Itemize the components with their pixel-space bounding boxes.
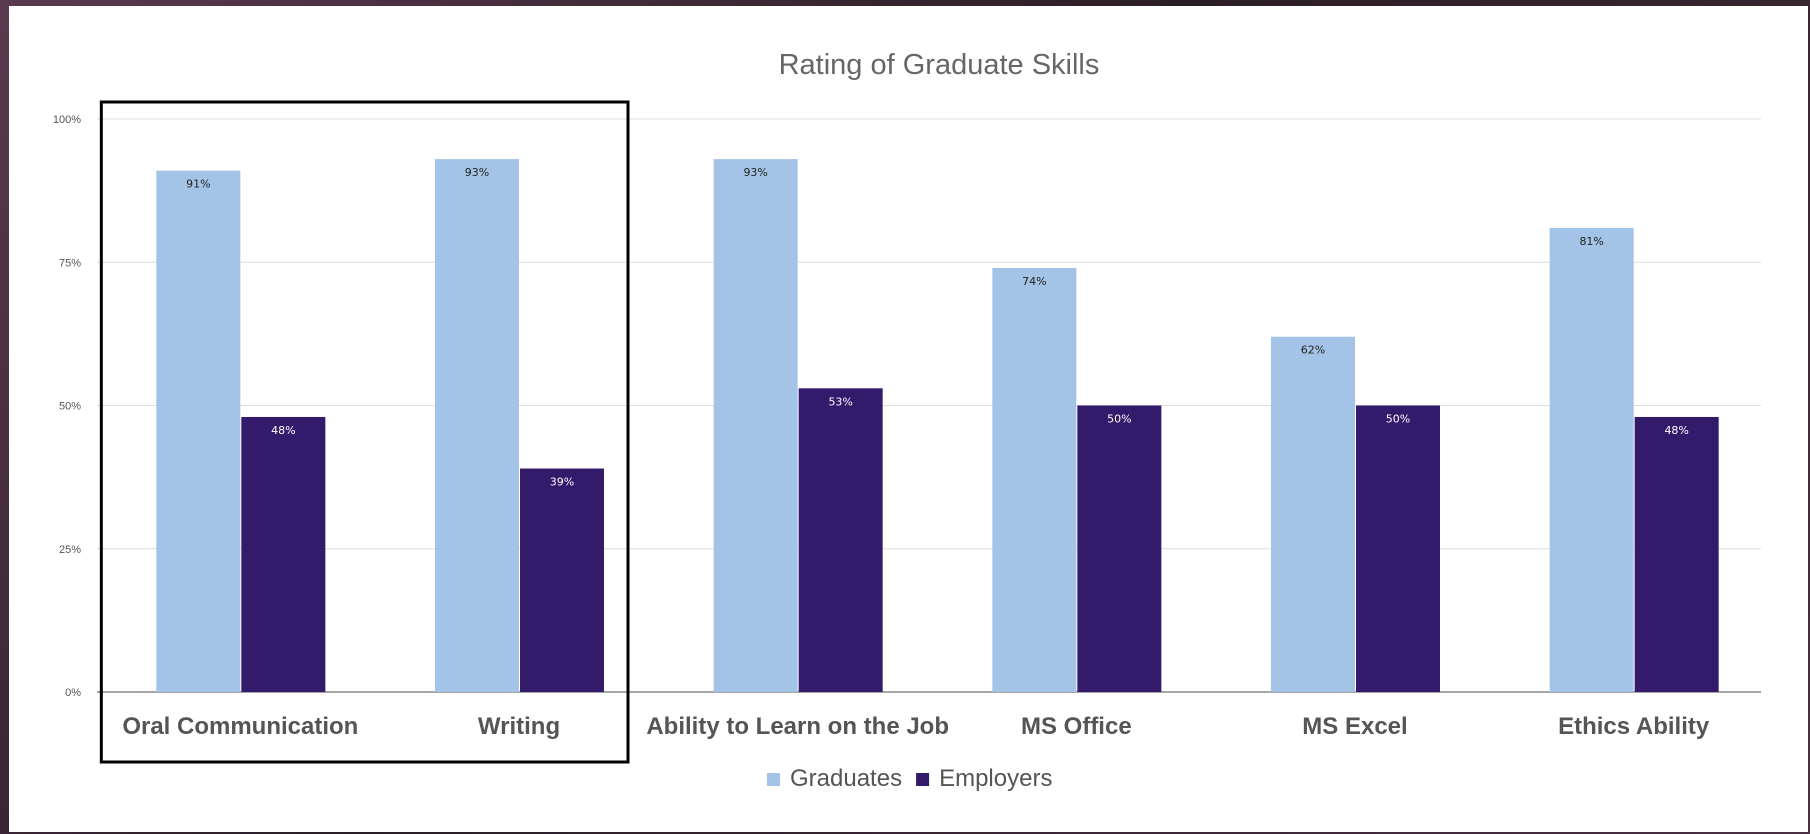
x-tick-label: MS Excel <box>1302 713 1407 740</box>
y-tick-label: 0% <box>65 687 81 699</box>
data-label-graduates: 62% <box>1301 344 1325 357</box>
data-label-employers: 48% <box>1664 424 1688 437</box>
bar-graduates-ability-to-learn-on-the-job <box>713 159 798 693</box>
bar-graduates-ethics-ability <box>1549 227 1634 692</box>
legend-swatch-graduates <box>767 773 780 786</box>
bar-employers-oral-communication <box>241 416 326 692</box>
bar-graduates-ms-office <box>992 267 1077 692</box>
bar-graduates-ms-excel <box>1271 336 1355 692</box>
legend-swatch-employers <box>916 773 930 786</box>
chart-card: Rating of Graduate Skills 0% 25% 50% 75% 100%… <box>9 6 1808 832</box>
bar-graduates-writing <box>435 159 519 693</box>
bar-employers-ethics-ability <box>1634 416 1719 692</box>
y-tick-label: 75% <box>59 257 81 269</box>
y-tick-label: 50% <box>59 401 81 413</box>
data-label-employers: 50% <box>1107 413 1131 426</box>
y-tick-label: 25% <box>59 544 81 556</box>
x-tick-label: MS Office <box>1021 713 1132 740</box>
chart-title: Rating of Graduate Skills <box>779 49 1100 81</box>
data-label-graduates: 93% <box>465 166 489 179</box>
data-label-employers: 50% <box>1386 413 1410 426</box>
data-label-employers: 53% <box>828 395 852 408</box>
x-tick-label: Ethics Ability <box>1558 713 1710 740</box>
bar-employers-ms-office <box>1077 405 1162 692</box>
x-tick-label: Ability to Learn on the Job <box>646 713 949 740</box>
bar-employers-ability-to-learn-on-the-job <box>798 388 883 692</box>
bar-chart: Rating of Graduate Skills 0% 25% 50% 75% 100%… <box>53 49 1761 792</box>
data-label-graduates: 91% <box>186 178 210 191</box>
highlight-box <box>99 100 630 764</box>
data-label-employers: 39% <box>550 476 574 489</box>
data-label-graduates: 81% <box>1579 235 1603 248</box>
bar-graduates-oral-communication <box>156 170 241 692</box>
data-label-graduates: 74% <box>1022 275 1046 288</box>
bar-employers-ms-excel <box>1356 405 1440 692</box>
data-label-employers: 48% <box>271 424 295 437</box>
bar-employers-writing <box>520 468 604 692</box>
y-tick-label: 100% <box>53 114 81 126</box>
data-label-graduates: 93% <box>743 166 767 179</box>
x-tick-label: Writing <box>478 713 560 740</box>
legend-label-graduates: Graduates <box>790 765 902 792</box>
x-tick-label: Oral Communication <box>122 713 358 740</box>
legend-label-employers: Employers <box>939 765 1052 792</box>
